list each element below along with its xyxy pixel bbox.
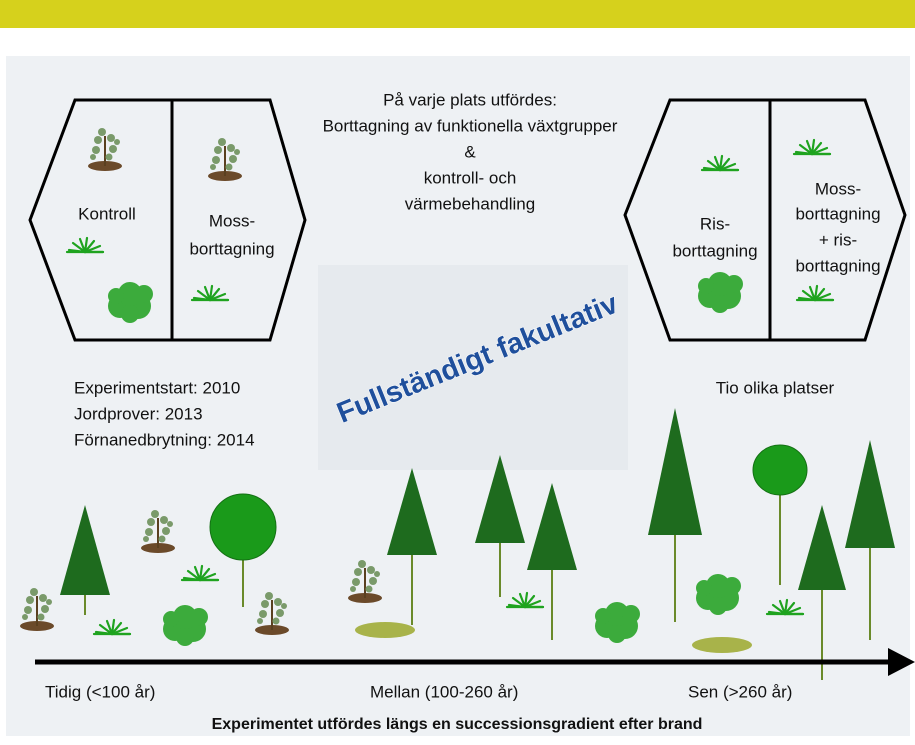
plot-label: + ris- bbox=[819, 230, 857, 249]
plot-label: borttagning bbox=[189, 239, 274, 258]
header-line: Borttagning av funktionella växtgrupper bbox=[323, 116, 618, 135]
diagram: På varje plats utfördes: Borttagning av … bbox=[0, 0, 915, 740]
date-line: Jordprover: 2013 bbox=[74, 404, 203, 423]
header-line: & bbox=[464, 142, 476, 161]
round-tree bbox=[753, 445, 807, 495]
caption: Experimentet utfördes längs en successio… bbox=[212, 716, 703, 733]
stage-label: Tidig (<100 år) bbox=[45, 682, 155, 701]
plot-label: Ris- bbox=[700, 214, 730, 233]
plot-label: borttagning bbox=[795, 256, 880, 275]
top-bar bbox=[0, 0, 915, 28]
plot-label: Moss- bbox=[209, 211, 255, 230]
date-line: Förnanedbrytning: 2014 bbox=[74, 430, 255, 449]
plot-label: borttagning bbox=[795, 204, 880, 223]
sites-label: Tio olika platser bbox=[716, 378, 835, 397]
stage-label: Mellan (100-260 år) bbox=[370, 682, 518, 701]
moss bbox=[692, 637, 752, 653]
plot-label: Moss- bbox=[815, 179, 861, 198]
header-line: På varje plats utfördes: bbox=[383, 90, 557, 109]
header-line: kontroll- och bbox=[424, 168, 517, 187]
header-line: värmebehandling bbox=[405, 194, 535, 213]
plot-label: borttagning bbox=[672, 241, 757, 260]
round-tree bbox=[210, 494, 276, 560]
date-line: Experimentstart: 2010 bbox=[74, 378, 240, 397]
plot-label: Kontroll bbox=[78, 204, 136, 223]
moss bbox=[355, 622, 415, 638]
stage-label: Sen (>260 år) bbox=[688, 682, 792, 701]
